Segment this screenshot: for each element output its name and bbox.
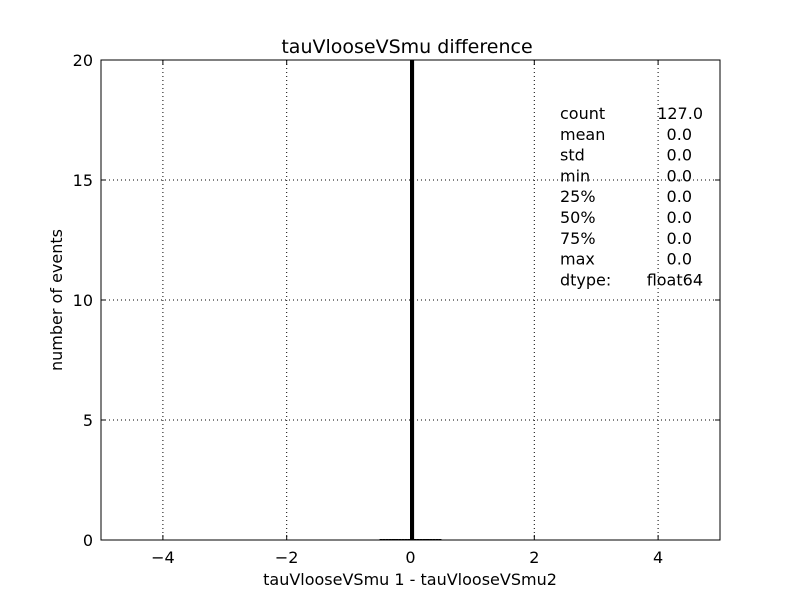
stats-value: 0.0 [667, 125, 692, 144]
stats-value: float64 [647, 270, 703, 289]
y-axis-title: number of events [47, 229, 66, 371]
y-tick-label: 0 [83, 531, 93, 550]
stats-label: count [560, 104, 605, 123]
stats-label: 25% [560, 187, 596, 206]
chart-title: tauVlooseVSmu difference [281, 36, 532, 58]
y-tick-label: 5 [83, 411, 93, 430]
stats-label: mean [560, 125, 605, 144]
stats-label: dtype: [560, 270, 611, 289]
y-tick-label: 10 [73, 291, 93, 310]
stats-value: 0.0 [667, 166, 692, 185]
stats-label: 75% [560, 229, 596, 248]
x-tick-label: 4 [653, 548, 663, 567]
y-tick-label: 20 [73, 51, 93, 70]
x-axis-title: tauVlooseVSmu 1 - tauVlooseVSmu2 [263, 570, 557, 589]
stats-value: 0.0 [667, 187, 692, 206]
stats-value: 0.0 [667, 250, 692, 269]
x-tick-label: −4 [151, 548, 175, 567]
stats-value: 0.0 [667, 229, 692, 248]
stats-label: std [560, 146, 585, 165]
y-tick-label: 15 [73, 171, 93, 190]
summary-stats-box: count 127.0 mean 0.0 std 0.0 min 0.0 25% 0.0 50% 0.… [560, 104, 703, 289]
histogram-bars [379, 60, 442, 540]
axis-ticks: −4 −2 0 2 4 0 5 10 15 20 [73, 51, 720, 567]
stats-label: max [560, 250, 595, 269]
stats-label: 50% [560, 208, 596, 227]
stats-label: min [560, 166, 590, 185]
stats-value: 127.0 [657, 104, 703, 123]
stats-value: 0.0 [667, 146, 692, 165]
histogram-bar [410, 60, 415, 540]
x-tick-label: −2 [275, 548, 299, 567]
stats-value: 0.0 [667, 208, 692, 227]
x-tick-label: 2 [529, 548, 539, 567]
x-tick-label: 0 [405, 548, 415, 567]
